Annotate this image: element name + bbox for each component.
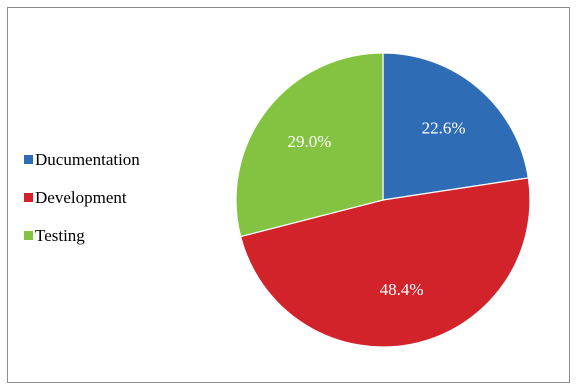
- legend-swatch-documentation: [24, 155, 33, 164]
- legend-swatch-development: [24, 193, 33, 202]
- legend: Ducumentation Development Testing: [24, 150, 140, 264]
- data-label-development: 48.4%: [380, 280, 424, 299]
- slice-testing: [235, 52, 384, 238]
- legend-label-development: Development: [35, 187, 127, 207]
- data-label-documentation: 22.6%: [422, 118, 466, 137]
- slice-documentation: [382, 52, 530, 201]
- legend-item-documentation: Ducumentation: [24, 150, 140, 169]
- slice-development: [239, 177, 531, 348]
- legend-swatch-testing: [24, 231, 33, 240]
- legend-label-documentation: Ducumentation: [35, 149, 140, 169]
- legend-item-testing: Testing: [24, 226, 140, 245]
- legend-item-development: Development: [24, 188, 140, 207]
- data-label-testing: 29.0%: [288, 132, 332, 151]
- legend-label-testing: Testing: [35, 225, 85, 245]
